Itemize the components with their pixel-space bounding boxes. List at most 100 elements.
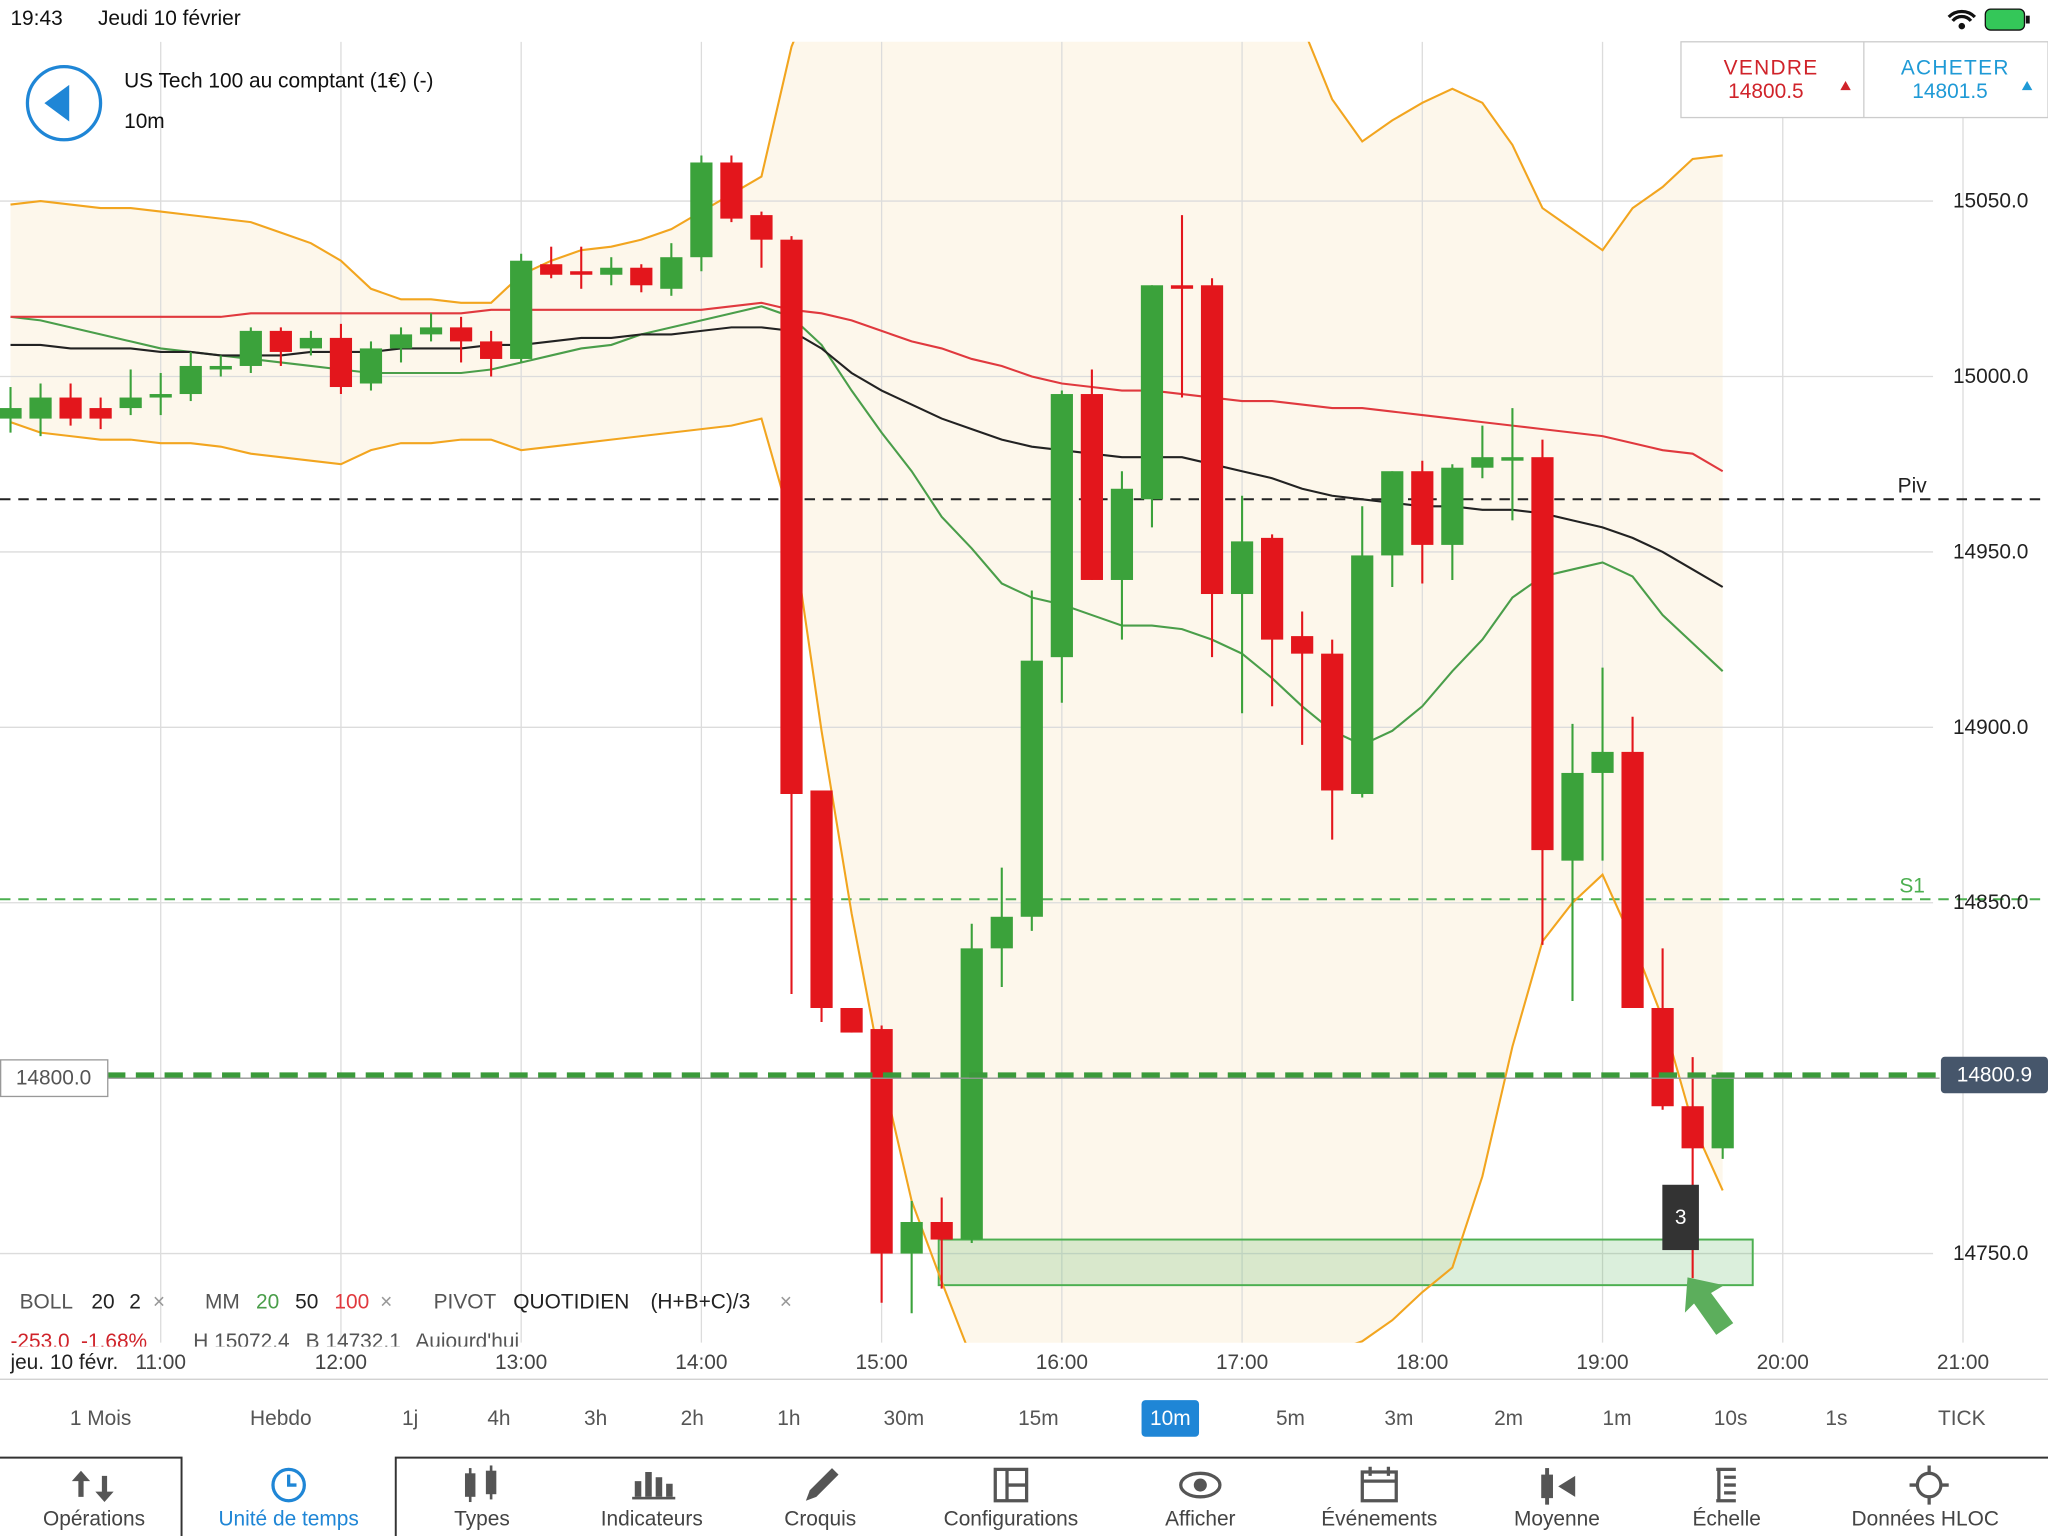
candle-body (1261, 537, 1284, 640)
x-tick-label: 17:00 (1216, 1351, 1268, 1374)
timeframe-button[interactable]: 3m (1384, 1407, 1413, 1430)
toolbar-button[interactable]: Indicateurs (601, 1508, 703, 1531)
alert-label: 14800.0 (16, 1067, 91, 1090)
last-price-label: 14800.9 (1957, 1064, 2032, 1087)
legend-value: 20 (256, 1291, 279, 1314)
candle-body (630, 267, 653, 286)
timeframe-label: 1m (1602, 1407, 1631, 1430)
timeframe-button[interactable]: 10m (1141, 1400, 1200, 1437)
timeframe-button[interactable]: Hebdo (250, 1407, 312, 1430)
timeframe-label: 15m (1018, 1407, 1059, 1430)
timeframe-button[interactable]: 1j (402, 1407, 418, 1430)
x-tick-label: 11:00 (135, 1351, 186, 1374)
candle-body (1080, 394, 1103, 580)
sell-price: 14800.5 (1728, 80, 1803, 103)
band-layer (10, 41, 1723, 1343)
candle-body (1381, 471, 1404, 556)
timeframe-button[interactable]: TICK (1938, 1407, 1986, 1430)
timeframe-button[interactable]: 2m (1494, 1407, 1523, 1430)
label-layer: 14750.0 14800.0 14850.0 14900.0 14950.0 15000… (0, 190, 2048, 1265)
legend-value: 50 (295, 1291, 318, 1314)
back-arrow (44, 84, 70, 122)
toolbar-label: Moyenne (1514, 1508, 1600, 1531)
candle-body (600, 267, 623, 275)
toolbar-button[interactable]: Moyenne (1514, 1508, 1600, 1531)
status-date: Jeudi 10 février (98, 7, 241, 30)
x-tick-label: 14:00 (675, 1351, 727, 1374)
candle-body (1591, 751, 1614, 773)
toolbar-button[interactable]: Échelle (1692, 1508, 1760, 1531)
toolbar-button[interactable]: Événements (1321, 1508, 1437, 1531)
toolbar-label: Configurations (944, 1508, 1079, 1531)
moving-average (10, 326, 1724, 588)
band-upper (10, 41, 1723, 304)
timeframe-button[interactable]: 15m (1018, 1407, 1059, 1430)
toolbar-button[interactable]: Opérations (43, 1508, 145, 1531)
timeframe-button[interactable]: 1h (777, 1407, 800, 1430)
timeframe-button[interactable]: 1 Mois (70, 1407, 131, 1430)
toolbar-button[interactable]: Afficher (1165, 1508, 1235, 1531)
candle-body (870, 1029, 893, 1254)
y-tick-label: 14750.0 (1953, 1242, 2028, 1265)
x-tick-label: 21:00 (1937, 1351, 1989, 1374)
instrument-title: US Tech 100 au comptant (1€) (-) (124, 69, 433, 92)
candle-body (810, 790, 833, 1008)
toolbar-button[interactable]: Configurations (944, 1508, 1079, 1531)
timeframe-button[interactable]: 30m (884, 1407, 925, 1430)
toolbar-button[interactable]: Croquis (784, 1508, 856, 1531)
remove-button[interactable]: × (380, 1291, 392, 1314)
candle-body (419, 327, 443, 335)
remove-button[interactable]: × (153, 1291, 165, 1314)
battery-tip (2025, 15, 2030, 24)
band-fill (10, 41, 1723, 1343)
sell-button[interactable]: VENDRE 14800.5 (1724, 56, 1851, 103)
y-tick-label: 14950.0 (1953, 540, 2028, 563)
toolbar-button[interactable]: Unité de temps (218, 1508, 358, 1531)
pivot-label: S1 (1899, 875, 1925, 898)
marker-label: 3 (1675, 1206, 1687, 1229)
zone-layer (937, 1238, 1754, 1287)
candle-body (59, 397, 82, 419)
candle-body (1230, 541, 1254, 595)
indicator-legend: BOLL 20 2 × MM 20 50 100 × PIVOT QUOTIDI… (20, 1291, 792, 1314)
x-tick-label: 12:00 (315, 1351, 367, 1374)
candle-body (960, 948, 983, 1240)
toolbar: Opérations Unité de temps Types Indicateurs… (43, 1508, 1999, 1531)
candle-body (1351, 555, 1374, 794)
candle-body (1411, 471, 1434, 545)
timeframe-button[interactable]: 4h (487, 1407, 510, 1430)
toolbar-label: Échelle (1692, 1508, 1760, 1531)
timeframe-button[interactable]: 5m (1276, 1407, 1305, 1430)
y-tick-label: 15050.0 (1953, 190, 2028, 213)
timeframe-button[interactable]: 3h (584, 1407, 607, 1430)
legend-value: 20 (91, 1291, 114, 1314)
candle-body (480, 341, 503, 359)
candle-body (780, 239, 803, 794)
candle-layer (0, 155, 1734, 1314)
x-tick-label: 13:00 (495, 1351, 547, 1374)
timeframe-button[interactable]: 1s (1825, 1407, 1847, 1430)
candle-body (29, 397, 52, 419)
candle-body (1621, 751, 1644, 1008)
legend-value: 100 (334, 1291, 369, 1314)
remove-button[interactable]: × (780, 1291, 792, 1314)
timeframe-selected (1141, 1400, 1200, 1437)
icon (1909, 1465, 1949, 1505)
timeframe-button[interactable]: 1m (1602, 1407, 1631, 1430)
sell-label: VENDRE (1724, 56, 1819, 79)
candle-body (1321, 653, 1344, 791)
line-layer (10, 41, 1724, 1343)
buy-button[interactable]: ACHETER 14801.5 (1901, 56, 2033, 103)
toolbar-button[interactable]: Types (454, 1508, 510, 1531)
timeframe-label: 3m (1384, 1407, 1413, 1430)
candle-body (389, 334, 413, 349)
timeframe-button[interactable]: 2h (681, 1407, 704, 1430)
icon (271, 1467, 306, 1503)
candle-body (209, 365, 232, 370)
timeframe-button[interactable]: 10s (1714, 1407, 1748, 1430)
timeframe-label: 1s (1825, 1407, 1847, 1430)
toolbar-label: Indicateurs (601, 1508, 703, 1531)
back-button[interactable] (25, 64, 103, 142)
toolbar-button[interactable]: Données HLOC (1852, 1508, 1999, 1531)
